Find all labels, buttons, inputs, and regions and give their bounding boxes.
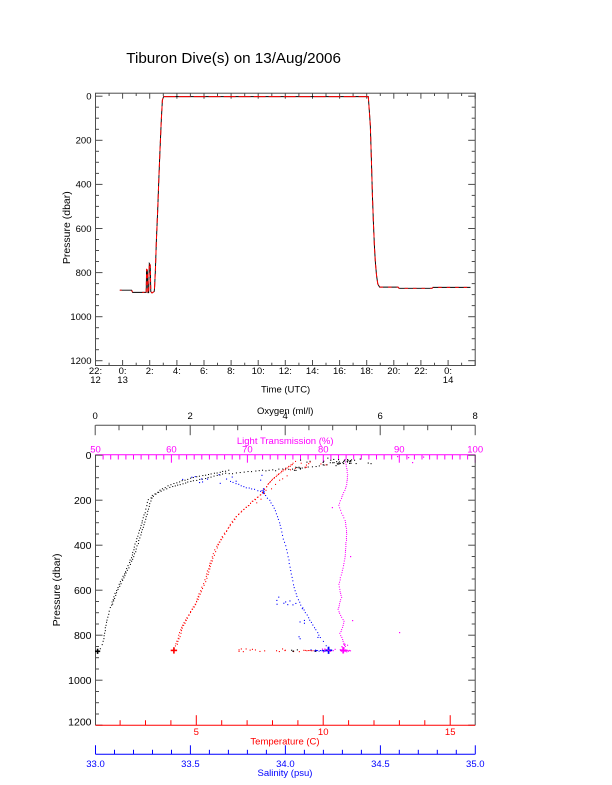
svg-text:Pressure (dbar): Pressure (dbar) bbox=[51, 553, 63, 626]
svg-text:Pressure (dbar): Pressure (dbar) bbox=[61, 191, 73, 264]
svg-text:400: 400 bbox=[74, 540, 92, 552]
svg-text:15: 15 bbox=[445, 727, 456, 738]
svg-text:600: 600 bbox=[76, 224, 92, 235]
svg-text:400: 400 bbox=[76, 180, 92, 191]
svg-text:14: 14 bbox=[443, 375, 454, 386]
svg-text:35.0: 35.0 bbox=[466, 759, 485, 770]
svg-text:4:: 4: bbox=[173, 366, 181, 377]
svg-text:14:: 14: bbox=[306, 366, 319, 377]
svg-text:600: 600 bbox=[74, 585, 92, 597]
svg-text:70: 70 bbox=[242, 445, 253, 456]
svg-text:0: 0 bbox=[86, 450, 92, 462]
svg-text:0: 0 bbox=[86, 92, 91, 103]
svg-text:20:: 20: bbox=[387, 366, 400, 377]
svg-text:10:: 10: bbox=[252, 366, 265, 377]
svg-text:22:: 22: bbox=[414, 366, 427, 377]
svg-text:Temperature (C): Temperature (C) bbox=[250, 737, 319, 748]
svg-text:80: 80 bbox=[318, 445, 329, 456]
svg-text:50: 50 bbox=[90, 445, 101, 456]
svg-text:16:: 16: bbox=[333, 366, 346, 377]
svg-text:12:: 12: bbox=[279, 366, 292, 377]
svg-text:1000: 1000 bbox=[70, 312, 91, 323]
svg-text:0:: 0: bbox=[444, 366, 452, 377]
svg-text:6: 6 bbox=[378, 411, 383, 422]
svg-text:800: 800 bbox=[74, 630, 92, 642]
svg-text:12: 12 bbox=[90, 375, 101, 386]
svg-text:Light Transmission (%): Light Transmission (%) bbox=[237, 436, 334, 447]
svg-text:4: 4 bbox=[283, 411, 288, 422]
svg-text:6:: 6: bbox=[200, 366, 208, 377]
svg-text:Salinity (psu): Salinity (psu) bbox=[258, 768, 313, 779]
svg-text:1200: 1200 bbox=[68, 716, 92, 728]
svg-text:0: 0 bbox=[93, 411, 98, 422]
svg-text:800: 800 bbox=[76, 268, 92, 279]
svg-text:100: 100 bbox=[467, 445, 483, 456]
svg-text:0:: 0: bbox=[119, 366, 127, 377]
svg-text:Tiburon Dive(s) on 13/Aug/2006: Tiburon Dive(s) on 13/Aug/2006 bbox=[126, 50, 341, 67]
svg-text:13: 13 bbox=[117, 375, 128, 386]
svg-text:1200: 1200 bbox=[70, 356, 91, 367]
svg-text:8: 8 bbox=[473, 411, 478, 422]
svg-text:10: 10 bbox=[318, 727, 329, 738]
svg-text:60: 60 bbox=[166, 445, 177, 456]
svg-text:200: 200 bbox=[74, 495, 92, 507]
svg-text:Oxygen (ml/l): Oxygen (ml/l) bbox=[257, 406, 313, 417]
svg-text:22:: 22: bbox=[89, 366, 102, 377]
svg-text:200: 200 bbox=[76, 136, 92, 147]
svg-text:34.0: 34.0 bbox=[276, 759, 295, 770]
svg-text:2:: 2: bbox=[146, 366, 154, 377]
svg-text:18:: 18: bbox=[360, 366, 373, 377]
svg-text:33.5: 33.5 bbox=[181, 759, 200, 770]
svg-text:33.0: 33.0 bbox=[86, 759, 105, 770]
svg-text:8:: 8: bbox=[227, 366, 235, 377]
svg-text:1000: 1000 bbox=[68, 675, 92, 687]
svg-text:2: 2 bbox=[188, 411, 193, 422]
svg-text:5: 5 bbox=[194, 727, 199, 738]
svg-text:Time (UTC): Time (UTC) bbox=[261, 385, 310, 396]
svg-text:34.5: 34.5 bbox=[371, 759, 390, 770]
svg-text:90: 90 bbox=[394, 445, 405, 456]
